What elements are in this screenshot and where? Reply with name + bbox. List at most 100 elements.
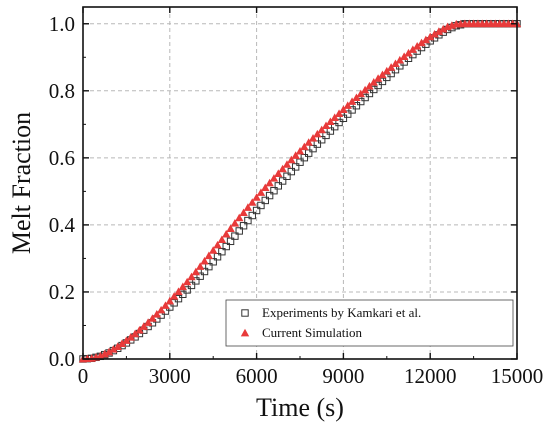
data-point bbox=[391, 59, 400, 68]
data-point bbox=[426, 32, 435, 41]
data-point bbox=[252, 193, 261, 201]
data-point bbox=[326, 117, 335, 126]
data-point bbox=[239, 222, 248, 230]
data-point bbox=[248, 198, 257, 206]
data-point bbox=[218, 248, 226, 256]
data-point bbox=[152, 310, 161, 318]
data-point bbox=[213, 253, 222, 261]
data-point bbox=[274, 182, 283, 190]
data-point bbox=[113, 342, 122, 350]
data-point bbox=[226, 224, 235, 232]
data-point bbox=[265, 191, 274, 200]
data-point bbox=[331, 122, 339, 131]
tick-labels: 0 3000 6000 9000 12000 15000 0.0 0.2 0.4 0.6 0.8 1.… bbox=[49, 12, 544, 388]
data-point bbox=[295, 146, 305, 155]
x-tick-label: 6000 bbox=[236, 364, 278, 388]
data-point bbox=[365, 89, 374, 98]
data-point bbox=[308, 134, 318, 142]
data-point bbox=[322, 131, 330, 140]
data-point bbox=[213, 240, 222, 249]
data-point bbox=[404, 48, 413, 57]
data-point bbox=[187, 272, 196, 281]
data-point bbox=[231, 232, 239, 240]
data-point bbox=[243, 203, 253, 211]
data-point bbox=[274, 169, 283, 177]
data-point bbox=[191, 267, 201, 276]
data-point bbox=[352, 102, 361, 110]
data-point bbox=[304, 138, 313, 146]
data-point bbox=[222, 242, 230, 251]
data-point bbox=[235, 227, 243, 235]
data-point bbox=[252, 206, 261, 215]
y-tick-label: 0.0 bbox=[49, 347, 75, 371]
data-point bbox=[256, 188, 266, 196]
data-point bbox=[122, 336, 131, 344]
data-point bbox=[165, 296, 174, 305]
data-point bbox=[357, 97, 365, 106]
data-point bbox=[278, 164, 287, 173]
data-point bbox=[304, 149, 313, 157]
data-point bbox=[318, 136, 326, 144]
legend-square bbox=[241, 309, 249, 317]
data-point bbox=[96, 351, 105, 360]
data-point bbox=[126, 333, 135, 341]
legend-marker-simulation bbox=[240, 328, 250, 337]
x-tick-label: 0 bbox=[78, 364, 89, 388]
data-point bbox=[222, 229, 231, 238]
legend-box bbox=[225, 299, 514, 347]
data-point bbox=[300, 153, 309, 162]
x-axis-label: Time (s) bbox=[256, 393, 344, 422]
data-point bbox=[261, 196, 269, 205]
data-point bbox=[361, 93, 369, 102]
data-point bbox=[239, 208, 248, 217]
x-tick-label: 12000 bbox=[404, 364, 457, 388]
data-point bbox=[330, 113, 339, 121]
data-point bbox=[344, 110, 352, 118]
data-point bbox=[209, 246, 218, 254]
x-tick-label: 9000 bbox=[322, 364, 364, 388]
data-point bbox=[187, 281, 196, 290]
data-point bbox=[261, 183, 270, 192]
data-point bbox=[309, 144, 317, 153]
data-point bbox=[104, 347, 114, 356]
data-point bbox=[369, 78, 378, 86]
data-point bbox=[196, 272, 204, 280]
data-point bbox=[395, 55, 405, 64]
data-point bbox=[178, 282, 188, 291]
data-point bbox=[335, 118, 343, 127]
data-point bbox=[412, 42, 422, 50]
data-point bbox=[278, 177, 287, 185]
data-point bbox=[287, 155, 296, 164]
data-point bbox=[217, 235, 227, 244]
legend: Experiments by Kamkari et al. Current Si… bbox=[225, 299, 514, 347]
data-point bbox=[109, 345, 118, 353]
data-point bbox=[321, 121, 331, 130]
data-point bbox=[378, 70, 387, 79]
data-point bbox=[244, 216, 252, 225]
data-point bbox=[283, 172, 291, 180]
data-point bbox=[291, 151, 300, 159]
data-point bbox=[282, 160, 292, 168]
data-point bbox=[230, 219, 240, 227]
data-point bbox=[356, 89, 365, 98]
legend-triangle bbox=[240, 328, 250, 337]
data-point bbox=[200, 267, 209, 276]
legend-label-experiments: Experiments by Kamkari et al. bbox=[262, 305, 421, 320]
data-point bbox=[270, 187, 278, 195]
data-point bbox=[195, 262, 205, 270]
data-point bbox=[287, 167, 296, 176]
data-point bbox=[192, 277, 200, 285]
data-point bbox=[257, 201, 265, 210]
axis-ticks bbox=[82, 7, 518, 360]
data-point bbox=[269, 174, 279, 182]
data-point bbox=[205, 262, 213, 271]
data-point bbox=[348, 106, 356, 114]
data-point bbox=[408, 45, 418, 53]
data-point bbox=[130, 329, 140, 338]
data-point bbox=[169, 292, 179, 300]
data-point bbox=[399, 52, 409, 60]
data-point bbox=[386, 63, 396, 71]
data-point bbox=[365, 81, 374, 90]
data-point bbox=[248, 211, 256, 220]
